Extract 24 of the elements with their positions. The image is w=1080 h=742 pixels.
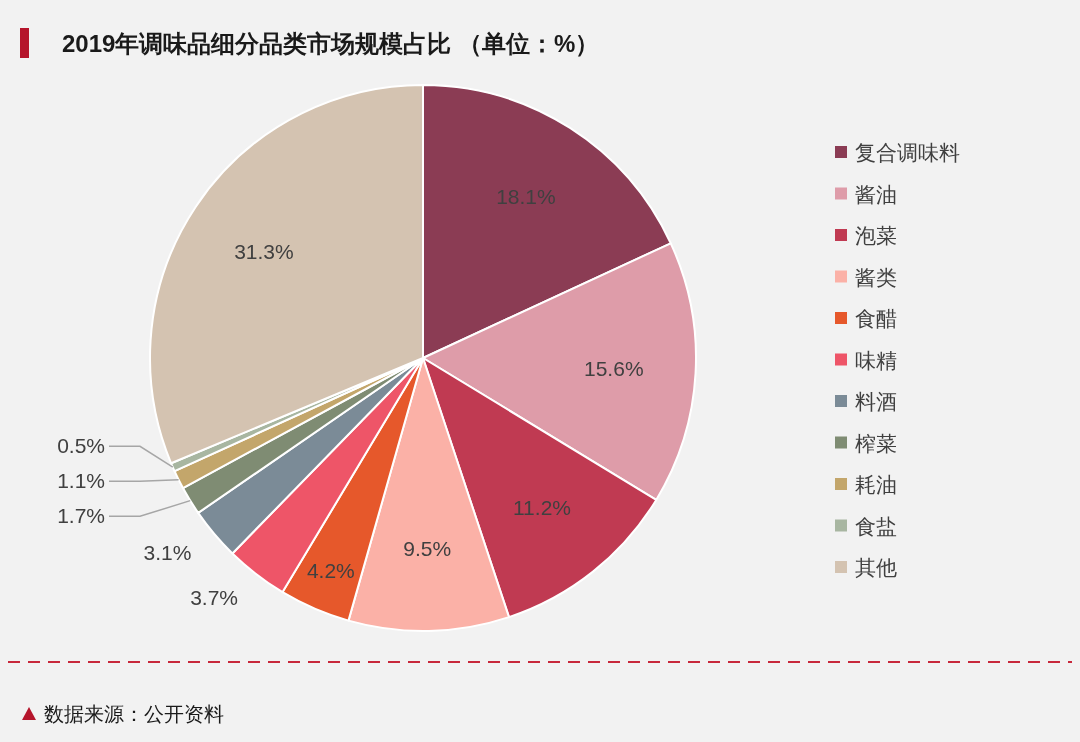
legend-label: 榨菜 [855, 431, 897, 455]
data-label: 15.6% [584, 356, 644, 380]
legend-label: 味精 [855, 348, 897, 372]
data-label: 1.1% [57, 469, 105, 493]
legend-label: 其他 [855, 556, 897, 579]
legend-label: 料酒 [855, 390, 897, 413]
legend-label: 酱类 [855, 265, 897, 289]
legend-label: 食盐 [855, 514, 897, 538]
data-label: 11.2% [513, 495, 572, 519]
data-label: 3.1% [143, 541, 192, 565]
legend-label: 泡菜 [855, 224, 897, 247]
data-label: 18.1% [496, 184, 556, 208]
legend-label: 复合调味料 [855, 141, 960, 164]
data-label: 9.5% [403, 537, 452, 561]
chart-title: 2019年调味品细分品类市场规模占比 （单位：%） [62, 30, 600, 57]
data-label: 4.2% [306, 558, 355, 582]
legend-label: 食醋 [855, 307, 897, 330]
data-label: 1.7% [57, 504, 105, 528]
source-note: 数据来源：公开资料 [44, 703, 224, 725]
data-label: 31.3% [234, 240, 294, 264]
data-label: 0.5% [57, 434, 105, 458]
data-label: 3.7% [190, 586, 239, 609]
legend-label: 耗油 [855, 473, 897, 496]
legend-label: 酱油 [855, 182, 897, 206]
